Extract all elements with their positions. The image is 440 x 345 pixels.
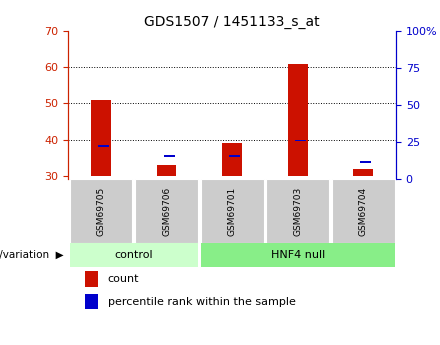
Bar (201, 179, 264, 243)
Text: control: control (114, 250, 153, 260)
Bar (91, 100, 111, 176)
Bar (98, 145, 109, 147)
Text: percentile rank within the sample: percentile rank within the sample (107, 297, 295, 307)
Bar (295, 140, 306, 141)
Bar (84, 294, 98, 309)
Text: GSM69703: GSM69703 (293, 187, 302, 236)
Title: GDS1507 / 1451133_s_at: GDS1507 / 1451133_s_at (144, 14, 320, 29)
Bar (229, 155, 240, 157)
Text: GSM69704: GSM69704 (359, 187, 368, 236)
Bar (84, 271, 98, 287)
Bar (332, 179, 395, 243)
Text: GSM69701: GSM69701 (227, 187, 237, 236)
Bar (70, 243, 198, 267)
Text: HNF4 null: HNF4 null (271, 250, 325, 260)
Bar (266, 179, 329, 243)
Bar (70, 179, 132, 243)
Bar (157, 165, 176, 176)
Text: count: count (107, 274, 139, 284)
Text: genotype/variation  ▶: genotype/variation ▶ (0, 250, 64, 260)
Bar (201, 243, 395, 267)
Bar (164, 155, 175, 157)
Bar (288, 63, 308, 176)
Text: GSM69705: GSM69705 (96, 187, 106, 236)
Bar (360, 161, 371, 163)
Text: GSM69706: GSM69706 (162, 187, 171, 236)
Bar (222, 143, 242, 176)
Bar (353, 169, 373, 176)
Bar (135, 179, 198, 243)
